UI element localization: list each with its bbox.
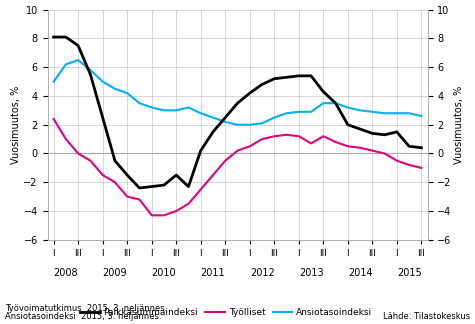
- Text: 2015: 2015: [397, 268, 422, 278]
- Y-axis label: Vuosimuutos, %: Vuosimuutos, %: [10, 86, 20, 164]
- Text: Lähde: Tilastokeskus: Lähde: Tilastokeskus: [383, 312, 470, 321]
- Text: 2013: 2013: [299, 268, 323, 278]
- Text: 2011: 2011: [201, 268, 225, 278]
- Text: 2008: 2008: [54, 268, 78, 278]
- Text: 2010: 2010: [152, 268, 176, 278]
- Text: 2014: 2014: [348, 268, 372, 278]
- Text: Työvoimatutkimus  2015, 3. neljännes.: Työvoimatutkimus 2015, 3. neljännes.: [5, 304, 167, 313]
- Text: 2012: 2012: [250, 268, 275, 278]
- Text: 2009: 2009: [103, 268, 127, 278]
- Y-axis label: Vuosimuutos, %: Vuosimuutos, %: [455, 86, 465, 164]
- Text: Ansiotasoindeksi  2015, 3. neljännes.: Ansiotasoindeksi 2015, 3. neljännes.: [5, 312, 161, 321]
- Legend: Palkkasummaindeksi, Työlliset, Ansiotasoindeksi: Palkkasummaindeksi, Työlliset, Ansiotaso…: [76, 304, 376, 320]
